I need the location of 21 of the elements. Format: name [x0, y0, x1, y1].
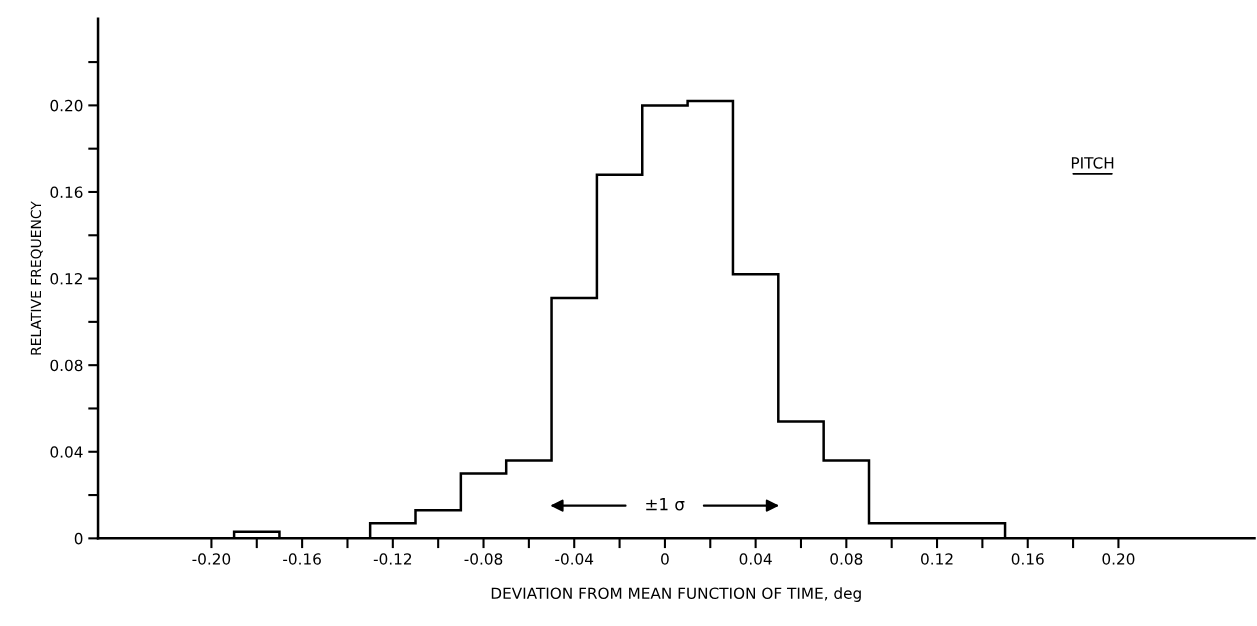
x-tick-label: -0.16 — [283, 553, 321, 565]
x-tick-label: 0.08 — [830, 553, 863, 565]
x-tick-label: 0.20 — [1102, 553, 1135, 565]
annotation: ±1 σ — [646, 498, 685, 511]
x-tick-label: -0.20 — [192, 553, 231, 565]
x-tick-label: 0 — [661, 553, 669, 565]
x-tick-label: -0.08 — [464, 553, 503, 565]
annotation: PITCH — [1071, 157, 1114, 169]
y-axis-title: RELATIVE FREQUENCY — [30, 201, 43, 355]
y-tick-label: 0.16 — [50, 186, 83, 198]
x-tick-label: -0.12 — [373, 553, 412, 565]
y-tick-label: 0.12 — [50, 273, 82, 285]
x-tick-label: -0.04 — [555, 553, 594, 565]
x-tick-label: 0.04 — [739, 553, 772, 565]
x-tick-label: 0.12 — [921, 553, 953, 565]
x-axis-title: DEVIATION FROM MEAN FUNCTION OF TIME, deg — [491, 587, 861, 602]
y-tick-label: 0.20 — [50, 99, 83, 112]
y-tick-label: 0.08 — [50, 359, 83, 372]
y-tick-label: 0 — [74, 532, 83, 545]
x-tick-label: 0.16 — [1011, 553, 1044, 565]
y-tick-label: 0.04 — [50, 446, 83, 458]
